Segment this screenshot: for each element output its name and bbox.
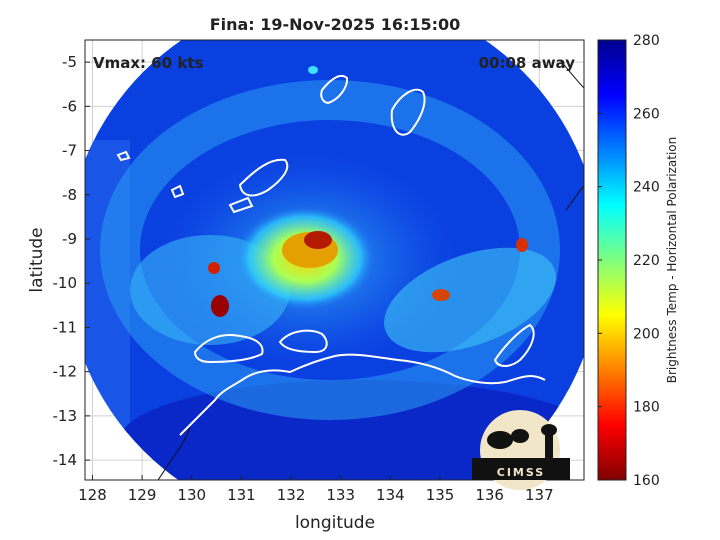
time-away-annotation: 00:08 away: [479, 54, 576, 72]
x-tick-label: 135: [426, 486, 455, 504]
colorbar-tick-label: 200: [633, 326, 660, 342]
x-tick-label: 128: [78, 486, 107, 504]
colorbar-tick-label: 240: [633, 180, 660, 196]
coastlines: [116, 74, 546, 436]
coast-aru-islands: [390, 88, 426, 136]
y-tick-label: -12: [53, 363, 78, 381]
convection-cell-sw: [211, 295, 229, 317]
x-tick-label: 133: [326, 486, 355, 504]
colorbar-tick-label: 180: [633, 400, 660, 416]
coast-small-island-1: [116, 150, 131, 162]
deep-convection-peak: [304, 231, 332, 249]
colorbar-label: Brightness Temp - Horizontal Polarizatio…: [665, 137, 679, 384]
y-tick-label: -6: [62, 97, 77, 115]
x-tick-label: 132: [277, 486, 306, 504]
colorbar-gradient: [597, 39, 627, 481]
axes-frame: [84, 39, 585, 481]
coast-kai-islands: [320, 74, 349, 105]
convection-cell-e: [432, 289, 450, 301]
x-tick-label: 131: [227, 486, 256, 504]
cimss-logo: CIMSS: [472, 410, 570, 490]
colorbar-tick-label: 160: [633, 473, 660, 489]
coast-tanimbar: [238, 158, 289, 197]
coast-outer-sw: [157, 427, 191, 480]
x-tick-label: 134: [376, 486, 405, 504]
y-tick-label: -14: [53, 451, 78, 469]
logo-tower-tank: [541, 424, 557, 436]
convection-cell-w: [208, 262, 220, 274]
x-tick-label: 136: [475, 486, 504, 504]
x-axis-label: longitude: [295, 513, 375, 533]
colorbar-tick-label: 280: [633, 33, 660, 49]
coast-cobourg: [278, 329, 328, 354]
y-tick-label: -11: [53, 318, 78, 336]
coast-northern-territory: [179, 353, 546, 436]
logo-text: CIMSS: [497, 466, 545, 479]
y-tick-label: -13: [53, 407, 78, 425]
colorbar-tick-label: 260: [633, 106, 660, 122]
rain-band-east: [384, 247, 556, 353]
y-tick-label: -9: [62, 230, 77, 248]
rain-band-outer: [100, 80, 560, 420]
logo-dish-2: [511, 429, 529, 443]
coast-small-island-2: [170, 184, 185, 199]
y-tick-label: -10: [53, 274, 78, 292]
y-tick-label: -7: [62, 142, 77, 160]
convection-cell-n: [308, 66, 318, 74]
y-ticks: -5 -6 -7 -8 -9 -10 -11 -12 -13 -14: [53, 53, 90, 469]
outer-coastlines: [157, 59, 584, 480]
coast-outer-ne: [559, 59, 584, 89]
y-axis-label: latitude: [27, 227, 47, 292]
coast-outer-e: [565, 185, 584, 211]
y-tick-label: -5: [62, 53, 77, 71]
coast-arnhem-east: [493, 323, 535, 367]
x-tick-label: 130: [177, 486, 206, 504]
colorbar-ticks: 280 260 240 220 200 180 160: [598, 33, 660, 489]
x-tick-label: 129: [128, 486, 157, 504]
colorbar: 280 260 240 220 200 180 160 Brightness Temp - …: [597, 33, 679, 489]
chart-title: Fina: 19-Nov-2025 16:15:00: [210, 15, 461, 34]
convection-cell-ne: [516, 238, 528, 252]
logo-dish-1: [487, 431, 513, 449]
logo-base: [472, 458, 570, 480]
colorbar-tick-label: 220: [633, 253, 660, 269]
y-tick-label: -8: [62, 186, 77, 204]
vmax-annotation: Vmax: 60 kts: [93, 54, 203, 72]
coast-small-island-3: [228, 196, 254, 214]
x-ticks: 128 129 130 131 132 133 134 135 136 137: [78, 475, 554, 504]
coast-tiwi-islands: [193, 334, 264, 364]
x-tick-label: 137: [525, 486, 554, 504]
logo-tower: [545, 432, 553, 458]
